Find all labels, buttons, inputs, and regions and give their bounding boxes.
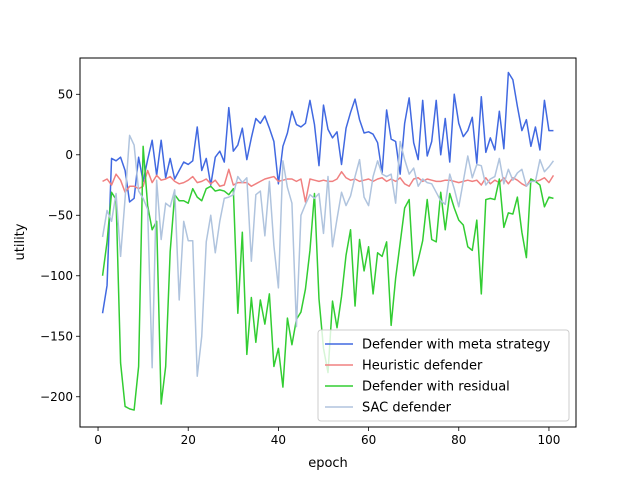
legend-label-2: Heuristic defender xyxy=(362,359,483,374)
y-tick-label: 50 xyxy=(58,87,73,101)
x-tick-label: 20 xyxy=(181,433,196,447)
series-line-1 xyxy=(101,71,554,314)
x-tick-label: 60 xyxy=(361,433,376,447)
legend: Defender with meta strategy Heuristic def… xyxy=(317,329,570,422)
x-axis-label: epoch xyxy=(308,456,348,471)
x-tick-label: 0 xyxy=(94,433,102,447)
legend-box xyxy=(317,329,570,422)
legend-items: Defender with meta strategy Heuristic def… xyxy=(325,338,551,416)
x-tick-label: 80 xyxy=(451,433,466,447)
series-line-4 xyxy=(101,134,555,377)
legend-label-1: Defender with meta strategy xyxy=(362,338,551,353)
legend-label-3: Defender with residual xyxy=(362,380,510,395)
y-tick-label: 0 xyxy=(65,148,73,162)
legend-label-4: SAC defender xyxy=(362,401,452,416)
y-tick-label: −150 xyxy=(40,329,73,343)
y-axis: −200 −150 −100 −50 0 50 xyxy=(40,87,80,404)
x-axis: 0 20 40 60 80 100 xyxy=(94,427,560,447)
y-axis-label: utility xyxy=(13,223,28,260)
x-tick-label: 40 xyxy=(271,433,286,447)
plot-frame xyxy=(79,57,577,428)
y-tick-label: −50 xyxy=(48,208,73,222)
y-tick-label: −200 xyxy=(40,390,73,404)
x-tick-label: 100 xyxy=(537,433,560,447)
y-tick-label: −100 xyxy=(40,269,73,283)
